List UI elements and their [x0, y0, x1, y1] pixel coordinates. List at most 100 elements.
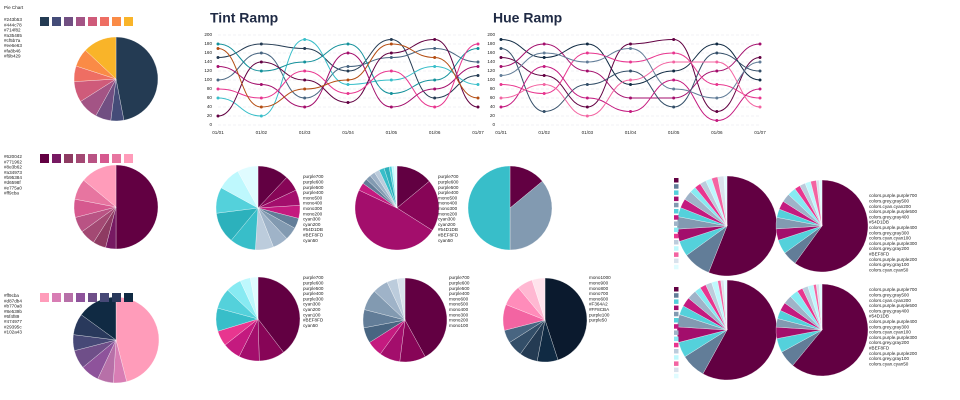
data-point [303, 47, 307, 50]
legend-label: colors.purple.purple200 [869, 257, 917, 262]
legend-swatch [674, 336, 679, 342]
data-point [499, 74, 503, 77]
legend-swatch [88, 17, 97, 26]
legend-swatch [674, 373, 679, 379]
data-point [433, 38, 437, 41]
data-point [433, 56, 437, 59]
x-tick-label: 01/02 [538, 130, 550, 135]
legend-swatch [674, 361, 679, 366]
legend-label: mono400 [438, 201, 458, 206]
data-point [259, 96, 263, 100]
legend-label: #54D1DB [303, 227, 323, 232]
legend-label: #b770a8 [4, 304, 22, 309]
legend-label: colors.grey.gray300 [869, 230, 909, 235]
legend-label: cyan300 [303, 302, 321, 307]
data-point [303, 38, 307, 41]
x-tick-label: 01/07 [472, 130, 484, 135]
legend-label: colors.grey.gray100 [869, 356, 909, 361]
y-tick-label: 160 [487, 50, 495, 55]
data-point [672, 87, 676, 91]
legend-label: mono300 [303, 206, 323, 211]
pie-slice [394, 165, 398, 209]
series-line [500, 47, 761, 99]
legend-label: purple400 [449, 291, 470, 296]
legend-label: #54D1DB [869, 220, 889, 225]
legend-swatch [674, 342, 679, 348]
legend-label: colors.grey.gray100 [869, 262, 909, 267]
legend-label: #54D1DB [869, 314, 889, 319]
legend-label: colors.purple.purple700 [869, 193, 917, 198]
y-tick-label: 200 [487, 32, 495, 37]
x-tick-label: 01/06 [429, 130, 441, 135]
legend-label: #714f82 [4, 28, 21, 33]
legend-swatch [112, 154, 121, 163]
data-point [542, 51, 546, 55]
pie-slice [544, 277, 588, 361]
data-point [216, 42, 220, 46]
x-tick-label: 01/04 [342, 130, 354, 135]
legend-swatch [52, 293, 61, 302]
legend-swatch [100, 17, 109, 26]
data-point [389, 69, 393, 73]
legend-swatch [76, 154, 85, 163]
data-point [476, 83, 480, 86]
legend-label: purple100 [589, 312, 610, 317]
legend-label: #e775a0 [4, 185, 22, 190]
data-point [476, 74, 480, 77]
legend-swatch [64, 17, 73, 26]
legend-label: colors.grey.gray500 [869, 199, 909, 204]
legend-label: #BEF8FD [869, 346, 890, 351]
data-point [542, 42, 546, 46]
legend-swatch [40, 17, 49, 26]
legend-swatch [40, 293, 49, 302]
data-point [585, 42, 589, 46]
legend-label: mono200 [449, 318, 469, 323]
pie-slice [723, 175, 728, 227]
data-point [629, 69, 632, 73]
legend-label: colors.cyan.cyan50 [869, 361, 909, 366]
data-point [433, 105, 437, 109]
x-tick-label: 01/05 [386, 130, 398, 135]
data-point [346, 69, 350, 73]
legend-swatch [674, 258, 679, 264]
pie-slice [702, 279, 778, 381]
legend-swatch [674, 318, 679, 323]
legend-swatch [100, 293, 109, 302]
data-point [758, 60, 762, 64]
y-tick-label: 160 [204, 50, 212, 55]
legend-label: mono600 [449, 296, 469, 301]
legend-label: #ff9cba [4, 191, 19, 196]
data-point [433, 87, 437, 91]
y-tick-label: 180 [204, 41, 212, 46]
data-point [542, 65, 546, 68]
legend-label: cyan50 [303, 238, 318, 243]
legend-swatch [674, 299, 679, 304]
pie-slice [818, 283, 823, 331]
legend-label: colors.grey.gray400 [869, 214, 909, 219]
data-point [303, 69, 307, 73]
data-point [259, 42, 263, 46]
legend-label: mono500 [438, 195, 458, 200]
legend-label: mono200 [438, 211, 458, 216]
legend-swatch [674, 349, 679, 354]
legend-swatch [88, 293, 97, 302]
pie-slice [115, 36, 159, 121]
data-point [389, 51, 393, 55]
legend-label: mono900 [589, 281, 609, 286]
legend-label: purple700 [303, 174, 324, 179]
data-point [758, 69, 762, 73]
data-point [629, 47, 632, 50]
legend-label: purple500 [438, 185, 459, 190]
legend-swatch [674, 184, 679, 189]
data-point [585, 96, 589, 100]
legend-swatch [674, 367, 679, 373]
series-line [217, 38, 479, 117]
x-tick-label: 01/01 [212, 130, 224, 135]
x-tick-label: 01/04 [625, 130, 637, 135]
data-point [216, 47, 220, 50]
series-line [217, 47, 479, 99]
legend-label: cyan50 [303, 323, 318, 328]
legend-label: mono300 [449, 312, 469, 317]
